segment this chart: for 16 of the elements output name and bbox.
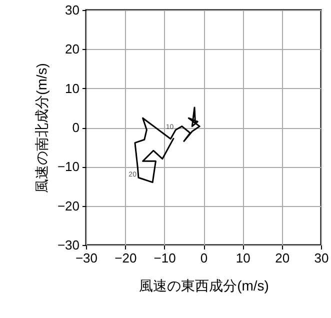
y-tick-label: 30 — [65, 2, 80, 18]
x-tick-label: 0 — [200, 250, 208, 266]
y-tick-label: 10 — [65, 80, 80, 96]
y-tick-label: 0 — [72, 120, 80, 135]
x-tick-label: 10 — [236, 250, 250, 266]
y-axis-title: 風速の南北成分(m/s) — [33, 63, 50, 193]
x-tick-label: −10 — [154, 250, 176, 266]
y-tick-label: −30 — [57, 238, 80, 252]
x-axis-title: 風速の東西成分(m/s) — [139, 278, 269, 294]
y-tick-label: −10 — [57, 159, 80, 174]
x-tick-label: −30 — [75, 250, 98, 266]
x-tick-label: 20 — [275, 250, 290, 266]
y-tick-label: −20 — [57, 198, 80, 214]
x-tick-label: −20 — [114, 250, 137, 266]
x-tick-label: 30 — [314, 250, 329, 266]
y-tick-label: 20 — [65, 42, 80, 57]
